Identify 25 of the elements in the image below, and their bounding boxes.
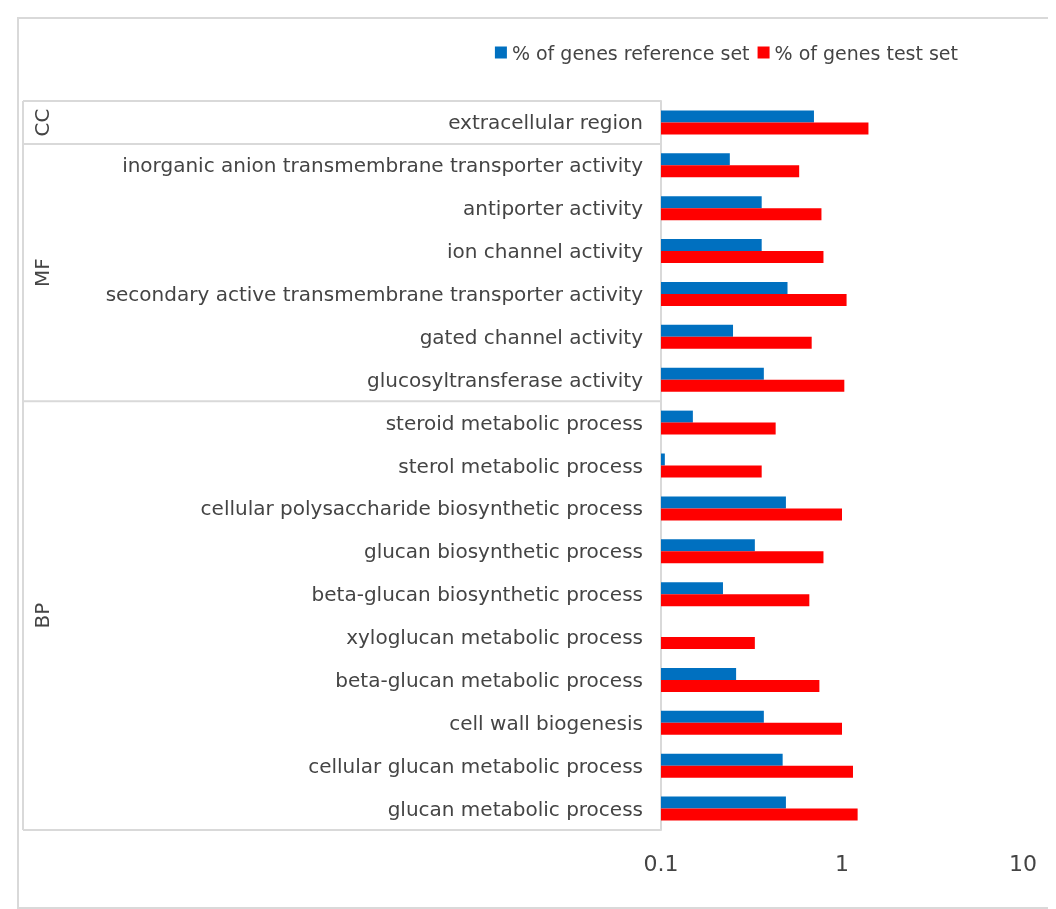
y-tick-label: beta-glucan biosynthetic process (311, 582, 643, 607)
legend-label: % of genes reference set (511, 41, 750, 64)
y-tick-label: beta-glucan metabolic process (335, 667, 643, 692)
text: MF (30, 258, 54, 287)
y-tick-label: xyloglucan metabolic process (346, 625, 643, 650)
text: BP (30, 602, 54, 629)
y-tick-label: glucan biosynthetic process (363, 539, 643, 564)
y-tick-label: glucosyltransferase activity (366, 367, 644, 392)
legend-label: % of genes test set (774, 41, 959, 64)
y-tick-label: sterol metabolic process (398, 453, 643, 478)
x-tick-label: 1 (835, 850, 849, 876)
y-tick-label: cell wall biogenesis (449, 710, 643, 735)
y-tick-label: ion channel activity (446, 239, 644, 264)
y-tick-label: gated channel activity (419, 324, 644, 349)
y-tick-label: secondary active transmembrane transporter activity (105, 281, 644, 306)
y-tick-label: steroid metabolic process (385, 410, 643, 435)
y-tick-label: cellular glucan metabolic process (308, 753, 643, 778)
text: CC (30, 108, 54, 137)
y-tick-label: extracellular region (448, 110, 643, 135)
y-tick-label: glucan metabolic process (387, 796, 643, 821)
x-tick-label: 0.1 (643, 850, 679, 876)
y-tick-label: cellular polysaccharide biosynthetic process (200, 496, 643, 521)
x-tick-label: 10 (1009, 850, 1037, 876)
y-tick-label: inorganic anion transmembrane transporter activity (122, 153, 644, 178)
y-tick-label: antiporter activity (463, 196, 644, 221)
